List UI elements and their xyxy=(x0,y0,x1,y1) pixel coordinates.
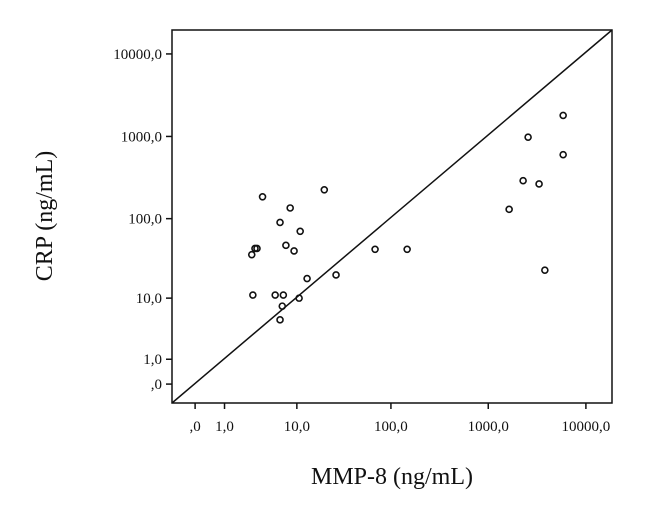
point xyxy=(403,245,411,254)
point xyxy=(559,111,567,120)
point xyxy=(271,291,279,299)
point xyxy=(371,245,379,254)
point xyxy=(258,192,267,201)
point xyxy=(320,185,329,194)
x-tick-label: ,0 xyxy=(189,419,200,435)
point xyxy=(253,244,261,253)
x-tick-label: 100,0 xyxy=(374,419,408,435)
x-tick-label: 10,0 xyxy=(284,419,310,435)
point xyxy=(303,274,311,283)
point xyxy=(279,291,288,299)
point xyxy=(276,316,284,324)
y-tick-label: 10000,0 xyxy=(113,47,162,63)
point xyxy=(278,302,287,310)
y-axis-title: CRP (ng/mL) xyxy=(32,151,58,281)
point xyxy=(282,241,290,250)
identity-line xyxy=(171,29,613,404)
point xyxy=(559,150,567,159)
plot-frame xyxy=(171,29,613,404)
x-tick-label: 1,0 xyxy=(215,419,234,435)
point xyxy=(290,247,298,255)
point xyxy=(524,133,532,141)
y-tick-label: 1,0 xyxy=(143,352,162,368)
point xyxy=(535,180,543,188)
point xyxy=(296,227,304,236)
point xyxy=(276,218,284,227)
point xyxy=(332,271,340,279)
point xyxy=(249,291,257,299)
point xyxy=(247,250,256,259)
y-tick-label: 100,0 xyxy=(128,212,162,228)
y-tick-label: ,0 xyxy=(151,377,162,393)
point xyxy=(286,204,294,212)
point xyxy=(295,294,303,302)
y-tick-label: 10,0 xyxy=(136,291,162,307)
x-axis-title: MMP-8 (ng/mL) xyxy=(311,464,473,490)
point xyxy=(519,176,527,185)
x-tick-label: 10000,0 xyxy=(562,419,611,435)
point xyxy=(505,205,513,214)
point xyxy=(541,266,549,274)
x-tick-label: 1000,0 xyxy=(468,419,509,435)
y-tick-label: 1000,0 xyxy=(121,129,162,145)
